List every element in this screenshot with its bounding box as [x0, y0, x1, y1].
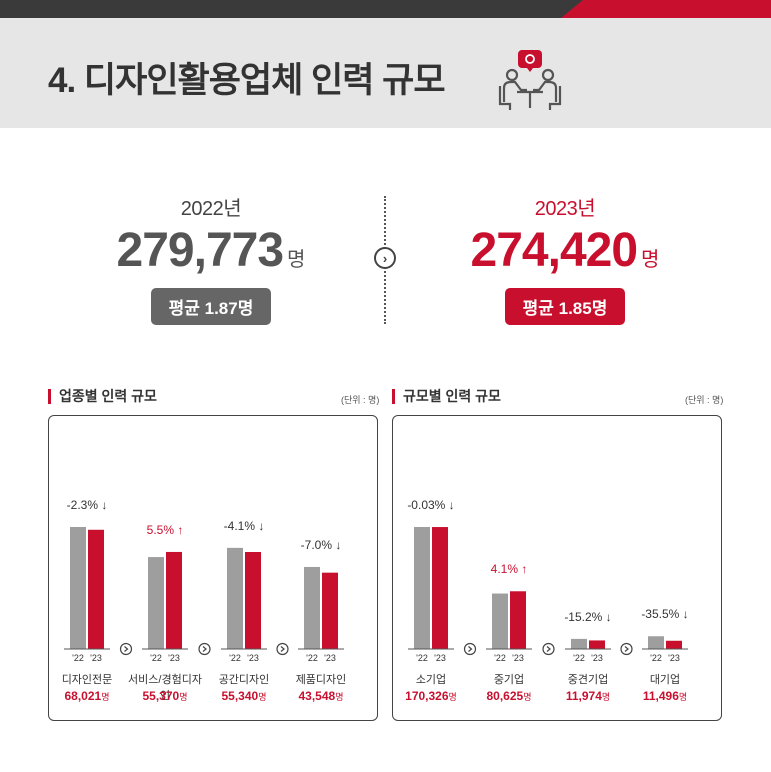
total-value: 274,420 — [470, 224, 639, 277]
average-badge: 평균 1.87명 — [150, 288, 272, 325]
category-label: 서비스/경험디자인 — [128, 674, 202, 702]
chevron-stroke — [468, 646, 473, 652]
chevron-right-icon: › — [374, 247, 396, 269]
chevron-stroke — [546, 646, 551, 652]
summary-2022: 2022년 279,773 명 평균 1.87명 — [96, 192, 326, 325]
year-tick: '22 — [306, 653, 318, 663]
bar-2023 — [666, 640, 682, 649]
category-label: 디자인전문 — [61, 674, 113, 686]
total-value: 279,773 — [116, 224, 285, 277]
year-tick: '23 — [668, 653, 680, 663]
bar-2023 — [432, 527, 448, 649]
header — [0, 18, 771, 128]
year-tick: '23 — [434, 653, 446, 663]
bar-2023 — [322, 572, 338, 649]
change-label: -15.2% ↓ — [564, 609, 612, 624]
change-label: -0.03% ↓ — [407, 498, 455, 512]
category-label: 소기업 — [415, 674, 447, 686]
value-label: 68,021명 — [64, 689, 110, 703]
value-label: 170,326명 — [405, 689, 457, 703]
year-tick: '23 — [90, 653, 102, 663]
chevron-right-icon — [198, 642, 211, 656]
bar-2022 — [648, 636, 664, 649]
year-tick: '22 — [150, 653, 162, 663]
size-chart-panel: -0.03% ↓ '22 '23 소기업 170,326명 4.1% ↑ '22 '23 중기업… — [392, 415, 722, 721]
page-title: 4. 디자인활용업체 인력 규모 — [48, 61, 446, 100]
bar-2022 — [148, 557, 164, 649]
chevron-right-icon — [542, 642, 555, 656]
change-label: -35.5% ↓ — [641, 607, 689, 622]
bar-2023 — [510, 591, 526, 649]
year-tick: '23 — [168, 653, 180, 663]
top-bar-accent — [561, 0, 771, 18]
industry-section-title: 업종별 인력 규모 — [48, 389, 157, 404]
year-tick: '23 — [247, 653, 259, 663]
value-label: 11,974명 — [565, 689, 611, 703]
change-label: 5.5% ↑ — [146, 522, 184, 537]
industry-chart-panel: -2.3% ↓ '22 '23 디자인전문 68,021명 5.5% ↑ '22 '23 서비스… — [48, 415, 378, 721]
chevron-right-icon — [276, 642, 289, 656]
category-label: 공간디자인 — [218, 674, 270, 686]
total-unit: 명 — [641, 249, 660, 271]
change-label: -2.3% ↓ — [66, 498, 108, 512]
value-label: 11,496명 — [642, 689, 688, 703]
year-label: 2023년 — [534, 198, 596, 220]
category-label: 제품디자인 — [295, 674, 347, 686]
value-label: 55,340명 — [221, 689, 267, 703]
change-label: -7.0% ↓ — [300, 537, 342, 552]
year-tick: '22 — [573, 653, 585, 663]
chevron-right-icon — [463, 642, 477, 656]
year-tick: '23 — [324, 653, 336, 663]
size-section-title: 규모별 인력 규모 — [392, 389, 501, 404]
bar-2023 — [166, 551, 182, 649]
bar-2023 — [88, 529, 104, 649]
industry-unit-note: (단위 : 명) — [341, 395, 380, 405]
year-tick: '23 — [591, 653, 603, 663]
year-tick: '22 — [650, 653, 662, 663]
chevron-right-icon — [119, 642, 133, 656]
bar-2022 — [414, 527, 430, 649]
bar-2023 — [589, 640, 605, 649]
bar-chart — [64, 527, 344, 656]
chevron-stroke — [202, 646, 207, 652]
category-label: 중기업 — [493, 674, 525, 686]
chevron-stroke — [624, 646, 629, 652]
bar-2022 — [571, 638, 587, 649]
value-label: 55,370명 — [142, 689, 188, 703]
year-tick: '22 — [416, 653, 428, 663]
change-label: 4.1% ↑ — [490, 562, 528, 577]
chevron-right-icon — [620, 642, 633, 656]
size-unit-note: (단위 : 명) — [685, 395, 724, 405]
bar-2023 — [245, 551, 261, 649]
year-tick: '22 — [494, 653, 506, 663]
category-label: 대기업 — [649, 674, 681, 686]
average-badge: 평균 1.85명 — [504, 288, 626, 325]
chevron-stroke — [280, 646, 285, 652]
meeting-icon — [498, 50, 562, 110]
bar-2022 — [70, 527, 86, 649]
value-label: 80,625명 — [486, 689, 532, 703]
value-label: 43,548명 — [298, 689, 344, 703]
chevron-stroke — [124, 646, 129, 652]
bar-2022 — [304, 566, 320, 649]
category-label: 중견기업 — [567, 674, 609, 686]
summary-2023: 2023년 274,420 명 평균 1.85명 — [450, 192, 680, 325]
year-tick: '22 — [72, 653, 84, 663]
bar-2022 — [492, 593, 508, 649]
year-label: 2022년 — [180, 198, 242, 220]
total-unit: 명 — [287, 249, 306, 271]
bar-2022 — [227, 547, 243, 649]
year-tick: '22 — [229, 653, 241, 663]
bar-chart — [408, 527, 688, 656]
year-tick: '23 — [512, 653, 524, 663]
change-label: -4.1% ↓ — [223, 518, 265, 533]
